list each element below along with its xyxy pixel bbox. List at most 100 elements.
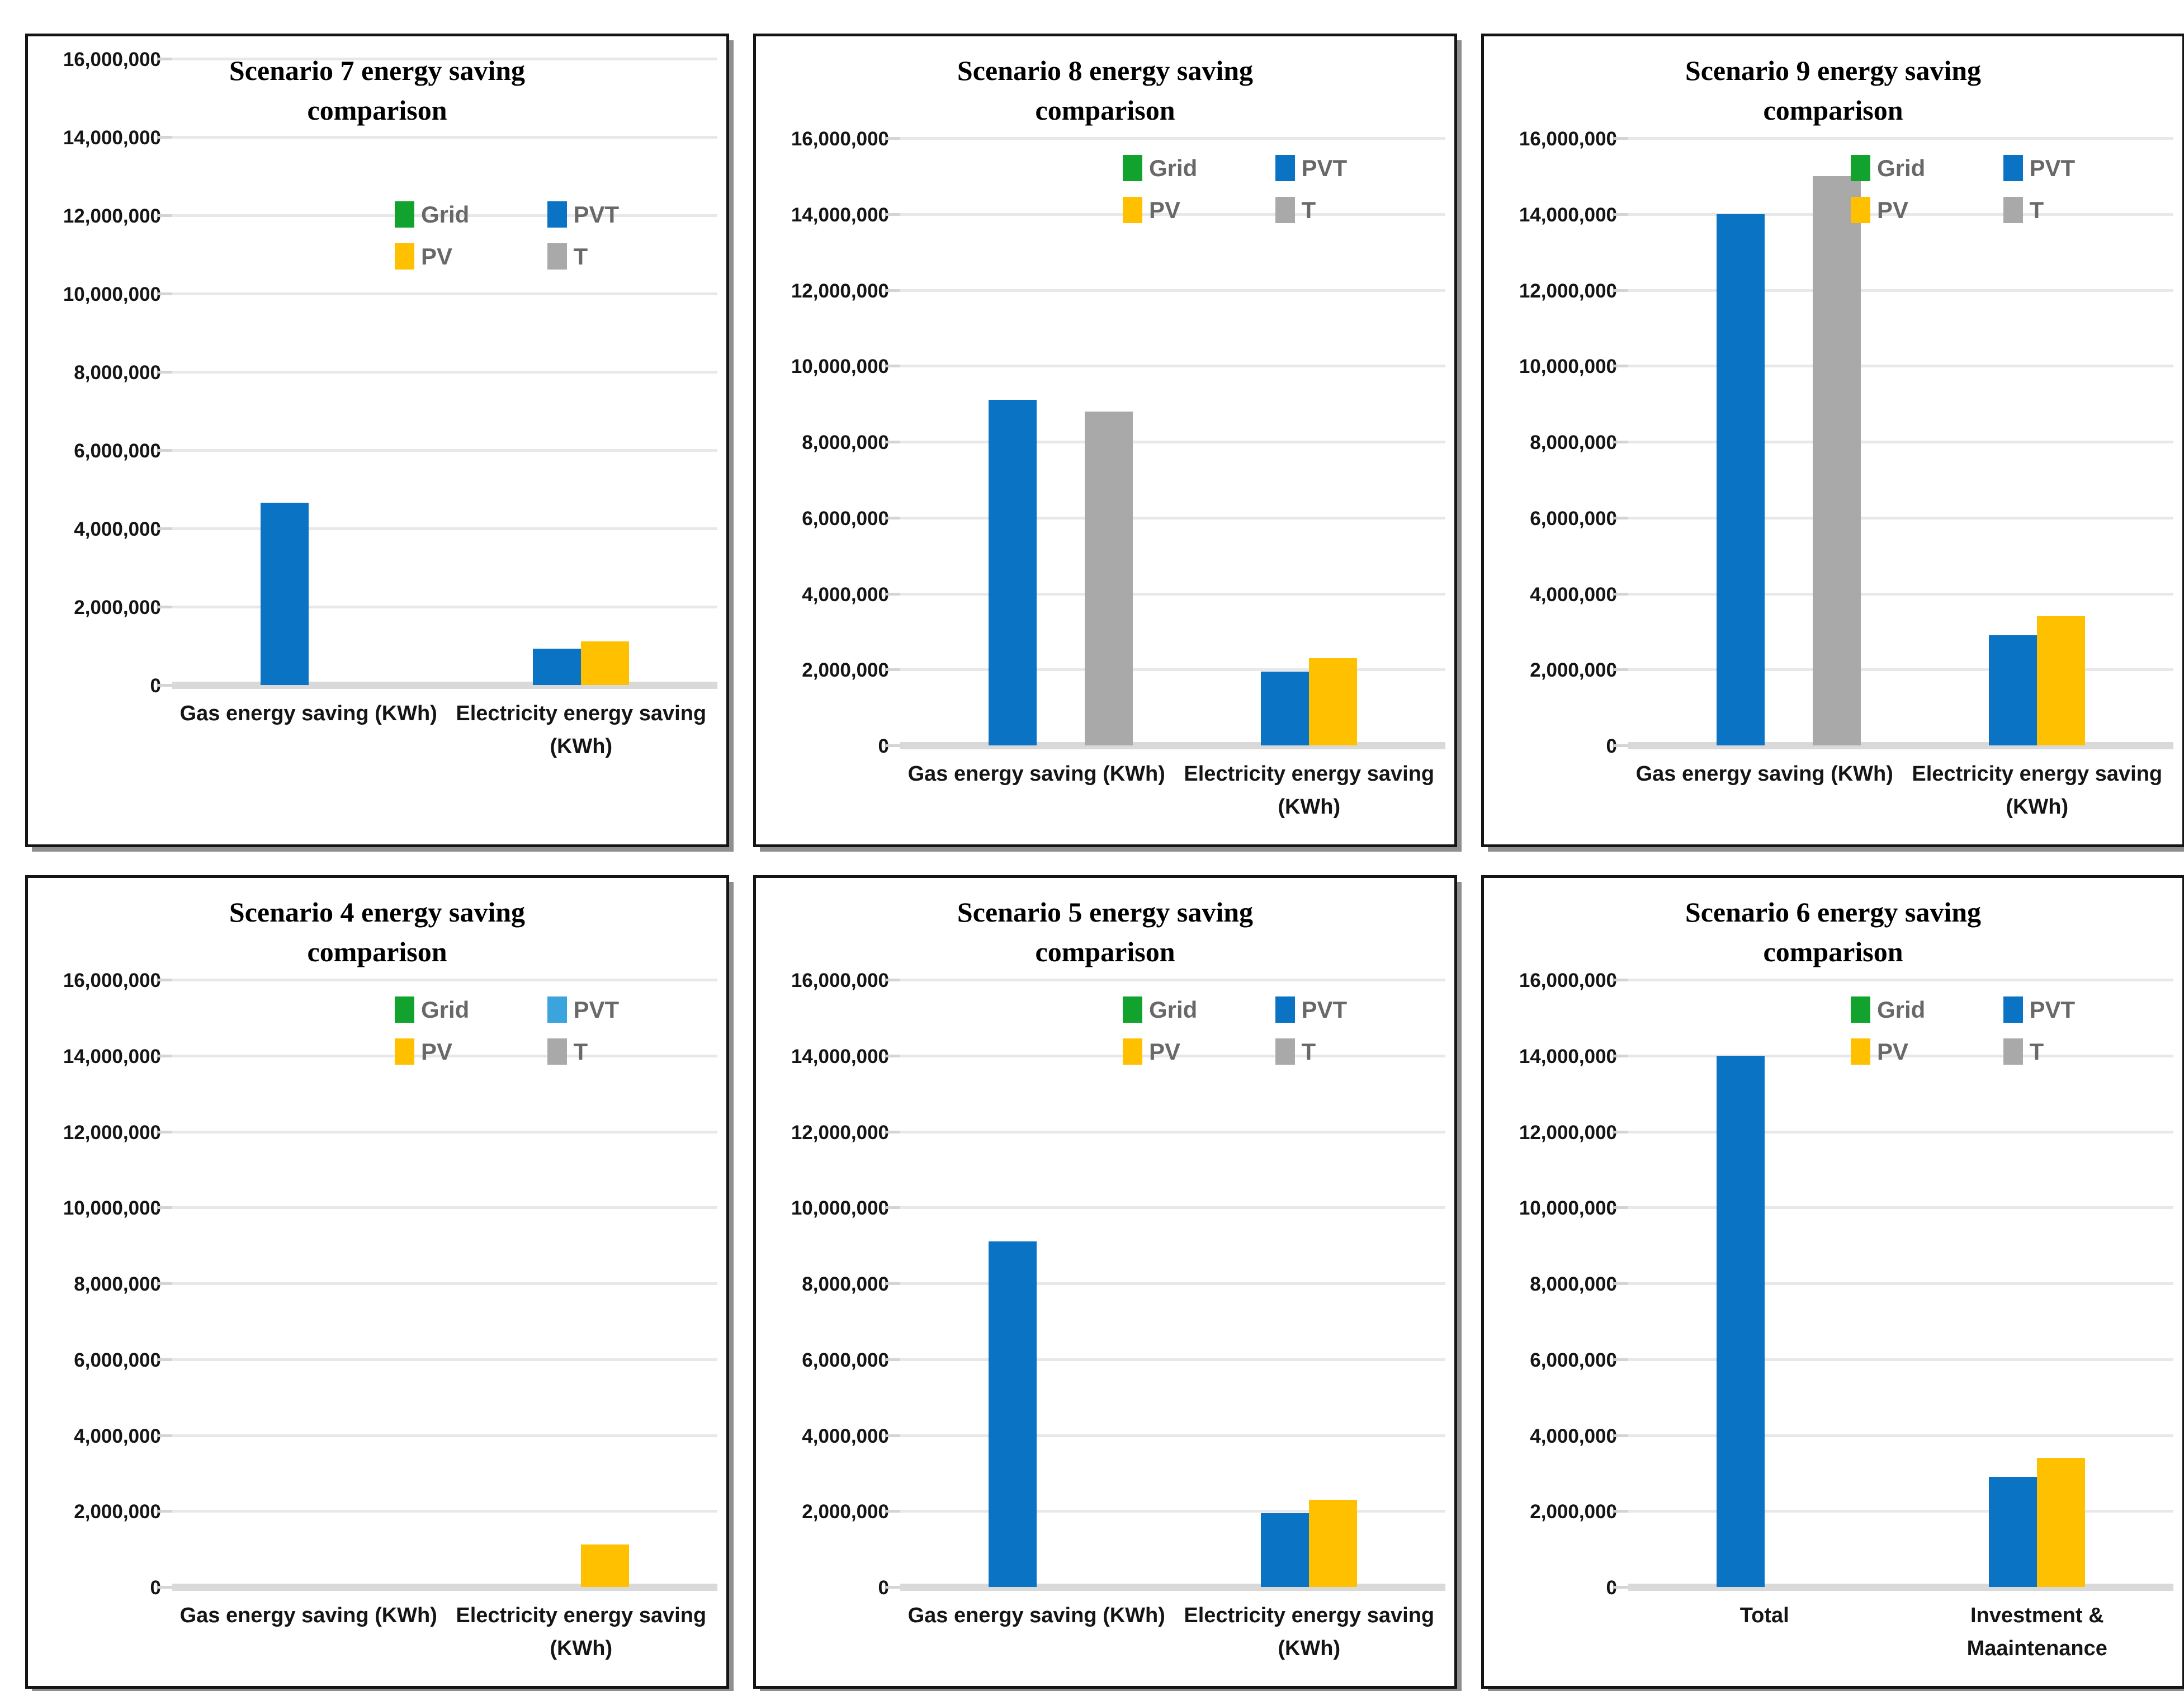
x-category-label-line: Electricity energy saving <box>1184 1604 1435 1627</box>
gridline <box>172 371 717 374</box>
y-tick-mark <box>158 606 172 608</box>
gridline <box>1628 979 2173 981</box>
y-tick-mark <box>158 1586 172 1589</box>
legend-swatch-pvt-icon <box>547 996 567 1023</box>
y-tick-label: 12,000,000 <box>791 280 889 302</box>
y-tick-label: 10,000,000 <box>791 356 889 378</box>
chart-title-line: comparison <box>1035 936 1175 967</box>
bar-pv-cat2 <box>2037 616 2086 745</box>
y-tick-label: 10,000,000 <box>63 284 161 305</box>
y-tick-label: 10,000,000 <box>63 1197 161 1220</box>
y-tick-mark <box>1614 1054 1628 1057</box>
legend-swatch-grid-icon <box>1123 996 1142 1023</box>
gridline <box>172 606 717 608</box>
bar-pvt-cat1 <box>260 503 309 685</box>
legend-swatch-t-icon <box>1275 1038 1295 1065</box>
legend-label: PV <box>1149 196 1181 223</box>
legend-swatch-t-icon <box>547 1038 567 1065</box>
y-tick-label: 12,000,000 <box>1519 1121 1617 1144</box>
y-tick-mark <box>1614 289 1628 292</box>
gridline <box>1628 1054 2173 1057</box>
y-tick-mark <box>1614 592 1628 596</box>
y-tick-label: 16,000,000 <box>63 970 161 991</box>
x-axis-line <box>172 1584 717 1591</box>
legend-label: Grid <box>1877 154 1926 181</box>
y-tick-mark <box>886 1130 900 1133</box>
chart-title: Scenario 8 energy saving comparison <box>756 51 1454 130</box>
y-tick-label: 8,000,000 <box>74 1273 161 1295</box>
y-tick-label: 14,000,000 <box>791 204 889 226</box>
y-tick-mark <box>1614 744 1628 747</box>
x-category-label-line: (KWh) <box>1278 795 1341 819</box>
y-tick-label: 0 <box>150 675 161 697</box>
y-tick-label: 16,000,000 <box>1519 970 1617 991</box>
gridline <box>172 1130 717 1133</box>
bar-pv-cat2 <box>2037 1458 2086 1587</box>
gridline <box>900 1434 1445 1437</box>
bar-pvt-cat2 <box>1261 1513 1310 1587</box>
gridline <box>172 1206 717 1210</box>
chart-legend: Grid PVT PV T <box>395 201 699 270</box>
legend-label: T <box>573 243 588 270</box>
legend-label: T <box>2029 1038 2044 1065</box>
y-tick-mark <box>886 979 900 981</box>
y-tick-label: 8,000,000 <box>74 362 161 384</box>
y-tick-label: 10,000,000 <box>1519 1197 1617 1220</box>
y-tick-label: 4,000,000 <box>802 1425 889 1447</box>
legend-item-t: T <box>1275 1038 1428 1065</box>
gridline <box>900 516 1445 519</box>
y-tick-mark <box>158 527 172 530</box>
legend-swatch-pv-icon <box>395 1038 414 1065</box>
y-tick-mark <box>886 1510 900 1513</box>
y-tick-label: 4,000,000 <box>1530 583 1617 606</box>
x-axis-line <box>900 1584 1445 1591</box>
legend-label: PV <box>421 1038 453 1065</box>
gridline <box>900 1130 1445 1133</box>
bar-t-cat1 <box>1812 176 1861 745</box>
chart-title-line: comparison <box>1035 95 1175 126</box>
y-tick-mark <box>886 441 900 443</box>
x-category-label-line: (KWh) <box>1278 1636 1341 1660</box>
y-tick-mark <box>1614 668 1628 672</box>
y-tick-mark <box>886 1054 900 1057</box>
chart-title-line: Scenario 8 energy saving <box>957 55 1254 86</box>
x-axis-line <box>900 742 1445 749</box>
y-tick-mark <box>1614 1358 1628 1361</box>
y-tick-label: 12,000,000 <box>63 1121 161 1144</box>
legend-item-pv: PV <box>1851 1038 2003 1065</box>
y-tick-label: 14,000,000 <box>791 1045 889 1067</box>
legend-swatch-pvt-icon <box>1275 155 1295 181</box>
y-tick-label: 16,000,000 <box>63 49 161 70</box>
y-tick-label: 10,000,000 <box>791 1197 889 1220</box>
legend-item-pvt: PVT <box>2003 996 2156 1023</box>
bar-pv-cat2 <box>1309 1500 1358 1587</box>
y-tick-label: 8,000,000 <box>1530 432 1617 454</box>
gridline <box>172 1358 717 1361</box>
y-tick-label: 14,000,000 <box>1519 204 1617 226</box>
legend-swatch-pv-icon <box>1123 197 1142 223</box>
y-tick-mark <box>158 214 172 217</box>
chart-title-line: comparison <box>1763 936 1903 967</box>
x-axis-line <box>1628 742 2173 749</box>
gridline <box>1628 592 2173 596</box>
y-tick-label: 16,000,000 <box>1519 128 1617 150</box>
y-tick-mark <box>158 58 172 60</box>
y-tick-label: 2,000,000 <box>1530 659 1617 682</box>
y-tick-mark <box>886 592 900 596</box>
plot-area: Total Investment & Maaintenance <box>1614 979 2173 1660</box>
y-tick-mark <box>886 1358 900 1361</box>
x-category-label: Electricity energy saving (KWh) <box>408 1599 754 1665</box>
bar-pv-cat2 <box>581 641 630 685</box>
plot-area: Gas energy saving (KWh) Electricity energ… <box>886 137 1445 819</box>
x-category-label-line: Maaintenance <box>1966 1636 2107 1660</box>
gridline <box>900 441 1445 443</box>
y-tick-label: 14,000,000 <box>63 1045 161 1067</box>
gridline <box>900 1282 1445 1285</box>
legend-item-grid: Grid <box>395 996 547 1023</box>
y-tick-label: 6,000,000 <box>1530 1349 1617 1371</box>
legend-label: PV <box>1149 1038 1181 1065</box>
legend-swatch-pvt-icon <box>1275 996 1295 1023</box>
y-tick-mark <box>886 137 900 140</box>
gridline <box>172 58 717 60</box>
y-tick-mark <box>886 744 900 747</box>
